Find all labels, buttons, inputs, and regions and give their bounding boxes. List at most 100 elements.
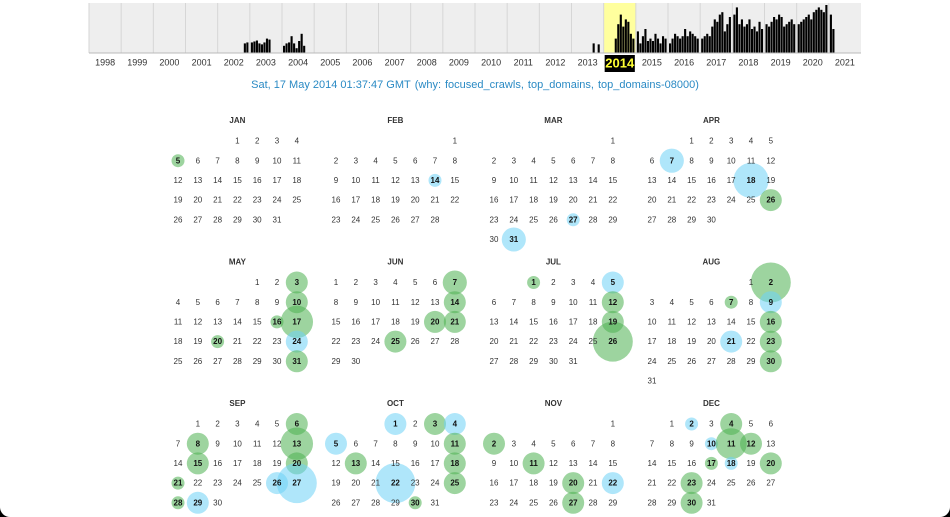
- capture-circle[interactable]: [601, 271, 624, 294]
- year-label[interactable]: 2021: [835, 57, 855, 67]
- day-label[interactable]: 2: [769, 278, 774, 287]
- day-label[interactable]: 30: [766, 357, 775, 366]
- day-label[interactable]: 21: [174, 479, 183, 488]
- capture-circle[interactable]: [759, 330, 782, 353]
- day-label[interactable]: 31: [509, 235, 518, 244]
- year-label[interactable]: 2016: [674, 57, 694, 67]
- year-label[interactable]: 2002: [224, 57, 244, 67]
- year-label[interactable]: 2013: [578, 57, 598, 67]
- capture-circle[interactable]: [443, 472, 466, 495]
- capture-circle[interactable]: [211, 335, 225, 349]
- day-label[interactable]: 28: [174, 498, 183, 507]
- year-label[interactable]: 2008: [417, 57, 437, 67]
- capture-circle[interactable]: [408, 496, 422, 510]
- capture-circle[interactable]: [424, 310, 446, 333]
- day-label[interactable]: 2: [689, 420, 694, 429]
- capture-circle[interactable]: [759, 310, 782, 333]
- capture-circle[interactable]: [724, 295, 738, 309]
- year-label[interactable]: 2012: [545, 57, 565, 67]
- capture-circle[interactable]: [428, 173, 442, 187]
- day-label[interactable]: 1: [531, 278, 536, 287]
- capture-circle[interactable]: [501, 227, 526, 252]
- day-label[interactable]: 31: [292, 357, 301, 366]
- capture-circle[interactable]: [285, 271, 308, 294]
- year-label[interactable]: 2020: [803, 57, 823, 67]
- day-label[interactable]: 20: [431, 318, 440, 327]
- day-label[interactable]: 17: [707, 459, 716, 468]
- capture-circle[interactable]: [562, 472, 585, 495]
- day-label[interactable]: 3: [295, 278, 300, 287]
- year-label[interactable]: 2006: [352, 57, 372, 67]
- day-label[interactable]: 15: [193, 459, 202, 468]
- reason-link[interactable]: top_domains-08000: [597, 79, 696, 91]
- day-label[interactable]: 2: [492, 439, 497, 448]
- day-label[interactable]: 10: [707, 439, 716, 448]
- capture-circle[interactable]: [443, 432, 466, 455]
- year-label[interactable]: 2011: [514, 57, 533, 67]
- year-label[interactable]: 2001: [192, 57, 212, 67]
- year-label[interactable]: 2004: [288, 57, 308, 67]
- day-label[interactable]: 18: [450, 459, 459, 468]
- day-label[interactable]: 27: [569, 498, 578, 507]
- capture-circle[interactable]: [171, 476, 185, 490]
- year-label[interactable]: 2005: [320, 57, 340, 67]
- capture-circle[interactable]: [601, 291, 624, 314]
- capture-circle[interactable]: [186, 452, 209, 475]
- year-label[interactable]: 2015: [642, 57, 662, 67]
- year-label[interactable]: 2017: [706, 57, 726, 67]
- capture-circle[interactable]: [384, 413, 407, 435]
- capture-circle[interactable]: [601, 472, 624, 495]
- year-label[interactable]: 1998: [95, 57, 115, 67]
- day-label[interactable]: 14: [450, 298, 459, 307]
- capture-circle[interactable]: [720, 330, 743, 353]
- timestamp[interactable]: Sat, 17 May 2014 01:37:47 GMT: [251, 79, 411, 91]
- capture-circle[interactable]: [285, 330, 308, 353]
- capture-circle[interactable]: [566, 213, 580, 227]
- day-label[interactable]: 24: [292, 337, 301, 346]
- capture-circle[interactable]: [759, 189, 782, 212]
- capture-circle[interactable]: [715, 428, 747, 460]
- year-label[interactable]: 2003: [256, 57, 276, 67]
- reason-link[interactable]: focused_crawls: [445, 79, 521, 91]
- year-label[interactable]: 2010: [481, 57, 501, 67]
- capture-circle[interactable]: [750, 262, 791, 303]
- capture-circle[interactable]: [171, 496, 185, 510]
- capture-circle[interactable]: [325, 432, 347, 455]
- day-label[interactable]: 18: [727, 459, 736, 468]
- day-label[interactable]: 21: [727, 337, 736, 346]
- capture-circle[interactable]: [285, 350, 308, 373]
- year-label[interactable]: 2019: [771, 57, 791, 67]
- day-label[interactable]: 25: [391, 337, 400, 346]
- capture-circle[interactable]: [443, 413, 466, 435]
- day-label[interactable]: 16: [273, 318, 282, 327]
- day-label[interactable]: 20: [213, 337, 222, 346]
- capture-circle[interactable]: [186, 432, 209, 455]
- capture-circle[interactable]: [704, 437, 718, 451]
- day-label[interactable]: 14: [431, 176, 440, 185]
- day-label[interactable]: 30: [411, 498, 420, 507]
- day-label[interactable]: 20: [569, 479, 578, 488]
- capture-circle[interactable]: [733, 162, 769, 198]
- capture-circle[interactable]: [680, 491, 703, 514]
- day-label[interactable]: 16: [766, 318, 775, 327]
- capture-circle[interactable]: [186, 491, 209, 514]
- day-label[interactable]: 26: [766, 196, 775, 205]
- day-label[interactable]: 21: [450, 318, 459, 327]
- capture-circle[interactable]: [443, 452, 466, 475]
- capture-circle[interactable]: [527, 276, 541, 289]
- day-label[interactable]: 18: [747, 176, 756, 185]
- capture-circle[interactable]: [171, 154, 185, 168]
- capture-circle[interactable]: [280, 305, 314, 339]
- day-label[interactable]: 10: [292, 298, 301, 307]
- capture-circle[interactable]: [724, 456, 738, 470]
- capture-circle[interactable]: [562, 491, 585, 514]
- day-label[interactable]: 3: [433, 420, 438, 429]
- day-label[interactable]: 1: [393, 420, 398, 429]
- capture-circle[interactable]: [759, 452, 782, 475]
- year-label[interactable]: 2009: [449, 57, 469, 67]
- day-label[interactable]: 9: [769, 298, 774, 307]
- year-label[interactable]: 2000: [159, 57, 179, 67]
- capture-circle[interactable]: [522, 452, 545, 475]
- capture-circle[interactable]: [384, 330, 407, 353]
- day-label[interactable]: 29: [193, 498, 202, 507]
